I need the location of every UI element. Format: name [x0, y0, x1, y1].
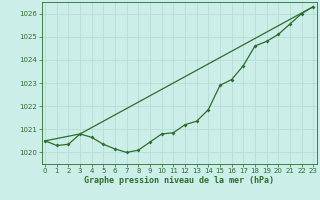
- X-axis label: Graphe pression niveau de la mer (hPa): Graphe pression niveau de la mer (hPa): [84, 176, 274, 185]
